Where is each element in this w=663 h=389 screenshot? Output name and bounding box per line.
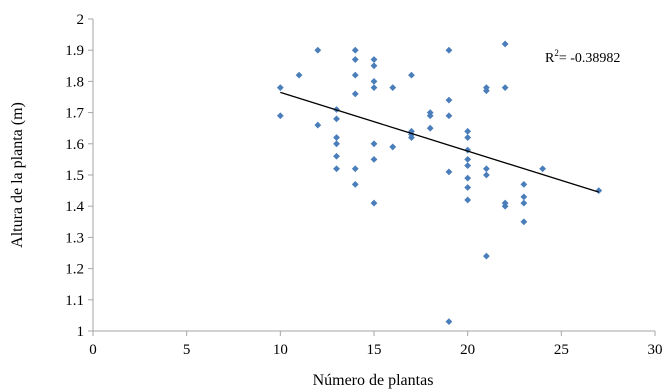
x-tick-label: 20 [460,342,475,358]
data-point [333,152,340,160]
x-axis-title: Número de plantas [313,372,434,389]
data-point [276,84,284,92]
data-point [445,318,453,326]
x-tick-label: 5 [183,342,191,358]
y-tick-label: 1.2 [65,262,84,278]
data-point [408,71,415,79]
data-point [351,71,359,79]
data-point [520,199,528,207]
x-tick-label: 30 [648,342,663,358]
x-axis-ticks: 0 5 10 15 20 25 30 [89,331,663,358]
data-point [333,165,340,173]
data-point [389,143,397,151]
y-tick-label: 1.8 [65,74,84,90]
data-point [314,46,322,54]
data-point [333,115,340,123]
x-tick-label: 10 [273,342,288,358]
data-point [464,127,472,135]
data-point [276,112,284,120]
y-tick-label: 1.9 [65,43,84,59]
data-point [464,184,472,191]
data-point [370,199,378,207]
data-point [426,124,434,132]
r-squared-base: R [545,51,555,66]
data-point [445,112,453,120]
y-tick-label: 1.1 [65,293,84,309]
y-tick-label: 1.6 [65,137,84,153]
data-point [370,56,378,63]
data-point [445,46,453,54]
data-point [370,78,378,85]
y-tick-label: 1 [77,324,85,340]
trendline [280,91,599,193]
data-point [520,193,528,201]
data-point [370,62,378,70]
r-squared-value: = -0.38982 [559,51,621,66]
data-point [501,40,509,48]
data-point [445,168,453,176]
data-point [539,165,546,173]
data-point [351,46,359,54]
data-point [333,134,340,141]
data-point [333,140,340,148]
data-point [426,112,434,120]
data-point [445,96,453,104]
y-axis-title: Altura de la planta (m) [9,102,26,248]
data-point [464,196,472,204]
r-squared-annotation: R2= -0.38982 [545,48,620,66]
data-point [520,218,528,226]
data-point [483,252,490,260]
data-point [351,56,359,63]
data-point [389,84,397,92]
data-point [520,180,528,188]
x-tick-label: 15 [367,342,382,358]
data-point [464,162,472,170]
data-point [483,171,490,179]
data-point [370,84,378,92]
data-point [351,90,359,98]
y-tick-label: 1.4 [65,199,84,215]
data-point [483,87,490,95]
data-points [276,40,603,326]
data-point [370,156,378,163]
data-point [370,140,378,148]
data-point [464,146,472,154]
data-point [464,174,472,182]
data-point [408,134,415,141]
y-tick-label: 1.7 [65,106,84,122]
data-point [295,71,303,79]
data-point [501,202,509,210]
data-point [464,156,472,163]
x-tick-label: 25 [554,342,569,358]
data-point [314,121,322,129]
r-squared-superscript: 2 [554,48,559,58]
data-point [351,180,359,188]
x-tick-label: 0 [89,342,97,358]
data-point [351,165,359,173]
y-tick-label: 1.5 [65,168,84,184]
data-point [464,134,472,141]
data-point [483,165,490,173]
y-tick-label: 2 [77,12,85,28]
data-point [501,84,509,92]
data-point [595,187,603,194]
y-axis-ticks: 1 1.1 1.2 1.3 1.4 1.5 1.6 1.7 1.8 1.9 2 [65,12,93,340]
y-tick-label: 1.3 [65,230,84,246]
